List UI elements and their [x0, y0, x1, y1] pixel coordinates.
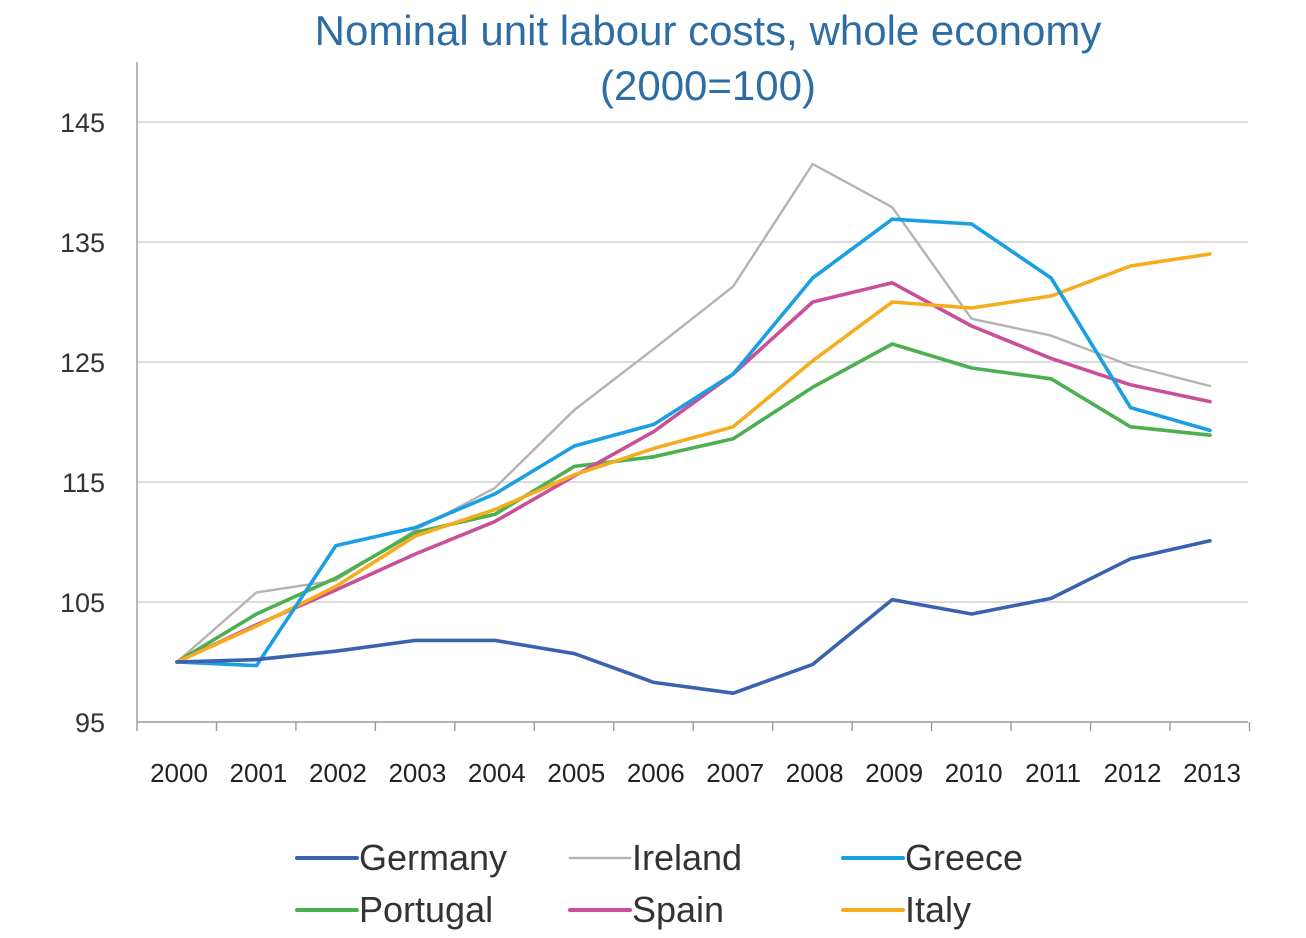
- legend-label: Ireland: [632, 837, 742, 878]
- y-tick-labels: 95 105 115 125 135 145: [60, 108, 105, 738]
- series-lines: [175, 162, 1212, 696]
- x-tick-label: 2002: [309, 758, 367, 788]
- legend: Germany Ireland Greece Portugal Spain Italy: [295, 837, 1023, 930]
- x-tick-label: 2006: [627, 758, 685, 788]
- series-line-germany: [175, 538, 1212, 696]
- legend-item-italy: Italy: [841, 889, 971, 930]
- y-tick-label: 145: [60, 108, 105, 138]
- x-tick-label: 2012: [1104, 758, 1162, 788]
- axes: [136, 62, 1251, 731]
- x-tick-label: 2013: [1183, 758, 1241, 788]
- y-tick-label: 105: [60, 588, 105, 618]
- x-tick-label: 2001: [230, 758, 288, 788]
- x-tick-label: 2000: [150, 758, 208, 788]
- x-tick-label: 2008: [786, 758, 844, 788]
- chart-title: Nominal unit labour costs, whole economy: [315, 7, 1102, 54]
- y-tick-label: 125: [60, 348, 105, 378]
- legend-label: Spain: [632, 889, 724, 930]
- x-tick-label: 2007: [706, 758, 764, 788]
- legend-label: Greece: [905, 837, 1023, 878]
- legend-item-portugal: Portugal: [295, 889, 493, 930]
- x-tick-label: 2004: [468, 758, 526, 788]
- series-line-greece: [175, 217, 1212, 668]
- legend-item-spain: Spain: [568, 889, 724, 930]
- legend-label: Germany: [359, 837, 507, 878]
- legend-label: Portugal: [359, 889, 493, 930]
- x-tick-labels: 2000 2001 2002 2003 2004 2005 2006 2007 2008 2009…: [150, 758, 1241, 788]
- x-tick-label: 2009: [865, 758, 923, 788]
- legend-item-germany: Germany: [295, 837, 507, 878]
- series-line-portugal: [175, 342, 1212, 664]
- chart-subtitle: (2000=100): [600, 62, 816, 109]
- series-line-spain: [175, 280, 1212, 664]
- legend-item-ireland: Ireland: [568, 837, 742, 878]
- x-tick-label: 2003: [388, 758, 446, 788]
- legend-item-greece: Greece: [841, 837, 1023, 878]
- x-tick-label: 2011: [1025, 758, 1081, 788]
- x-tick-label: 2005: [547, 758, 605, 788]
- legend-label: Italy: [905, 889, 971, 930]
- y-tick-label: 95: [75, 708, 105, 738]
- y-tick-label: 135: [60, 228, 105, 258]
- x-tick-label: 2010: [945, 758, 1003, 788]
- series-line-italy: [175, 252, 1212, 664]
- gridlines: [137, 121, 1248, 603]
- y-tick-label: 115: [62, 468, 105, 498]
